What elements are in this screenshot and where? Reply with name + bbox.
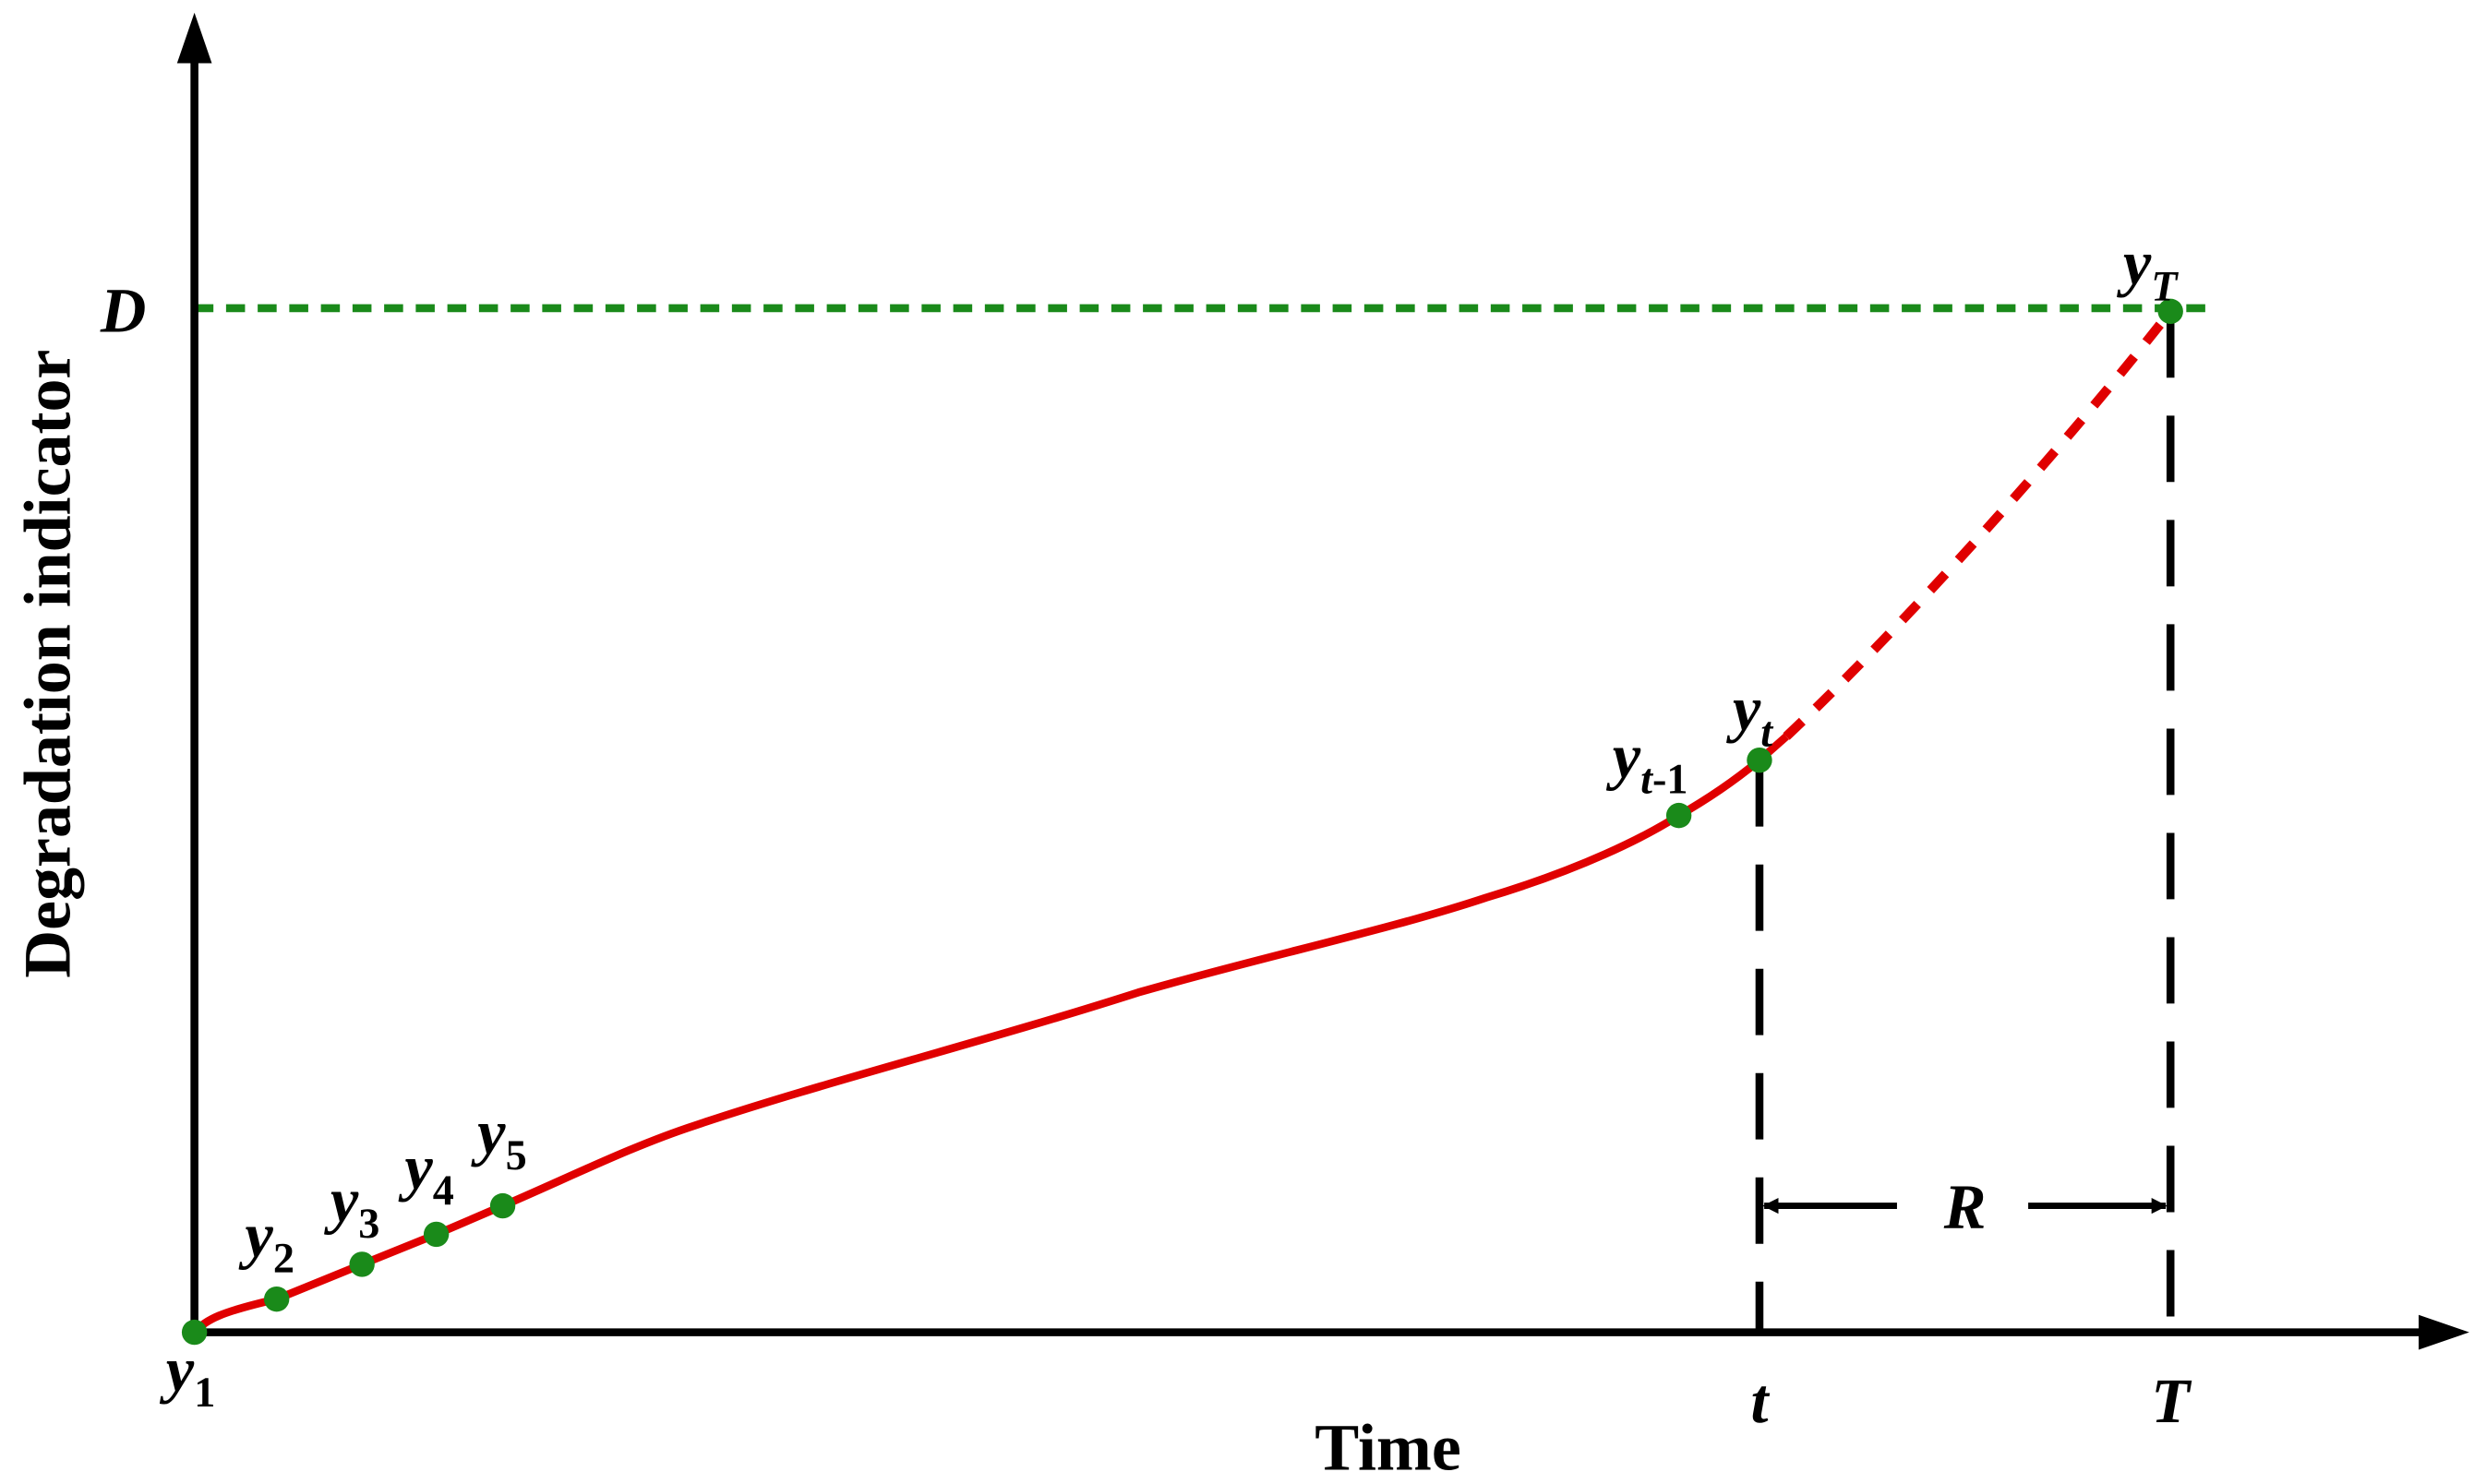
point-sub: T (2151, 262, 2179, 309)
failure-time-label: T (2151, 1366, 2192, 1436)
x-axis-arrow (2419, 1314, 2469, 1350)
points (181, 298, 2183, 1346)
point-label: y3 (324, 1166, 380, 1247)
point-sub: 3 (358, 1200, 379, 1247)
point-label: yt-1 (1606, 722, 1688, 803)
point-sub: t (1760, 708, 1773, 755)
point-sub: 1 (194, 1369, 215, 1416)
point (1747, 747, 1772, 773)
point-sub: 2 (273, 1235, 294, 1282)
point-var: y (398, 1132, 433, 1203)
observed-curve (191, 733, 1789, 1335)
point-var: y (1726, 674, 1761, 744)
point-label: y1 (160, 1334, 216, 1416)
threshold-label: D (100, 276, 146, 346)
y-axis-arrow (176, 12, 212, 64)
predicted-curve (1783, 308, 2175, 740)
point-sub: t (1640, 756, 1653, 803)
point-label: yT (2117, 228, 2179, 309)
point-label: y2 (238, 1200, 294, 1281)
x-axis-label: Time (1315, 1411, 1460, 1484)
point-label: y4 (398, 1132, 454, 1214)
point-sub: 5 (506, 1131, 527, 1179)
point-label: y5 (471, 1097, 527, 1179)
point (1665, 802, 1692, 829)
point (263, 1286, 290, 1312)
point-label: yt (1726, 674, 1773, 755)
point-sub-suffix: -1 (1652, 756, 1688, 803)
point (181, 1319, 208, 1346)
point (349, 1251, 375, 1277)
point (2157, 298, 2183, 325)
y-axis-label: Degradation indicator (10, 350, 84, 978)
point-var: y (160, 1334, 195, 1405)
point-var: y (1606, 722, 1641, 792)
point-var: y (238, 1200, 273, 1270)
point (489, 1192, 516, 1219)
current-time-label: t (1750, 1366, 1770, 1436)
point-sub: 4 (433, 1167, 454, 1214)
point-var: y (471, 1097, 506, 1167)
point-var: y (324, 1166, 359, 1236)
point-var: y (2117, 228, 2152, 298)
point (423, 1221, 450, 1248)
rul-label: R (1943, 1172, 1987, 1242)
